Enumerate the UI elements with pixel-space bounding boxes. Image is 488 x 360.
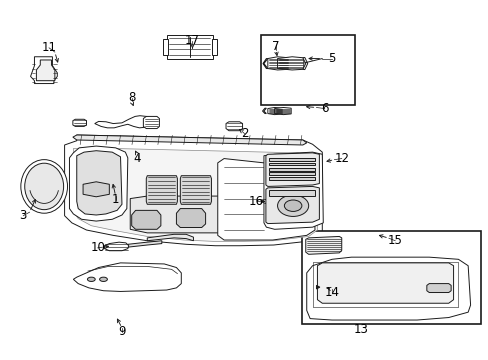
Bar [166, 35, 212, 59]
Polygon shape [131, 210, 161, 229]
Polygon shape [267, 57, 288, 70]
Polygon shape [277, 57, 303, 70]
Polygon shape [130, 196, 229, 233]
Bar [268, 177, 315, 180]
Text: 16: 16 [249, 195, 264, 208]
Polygon shape [306, 257, 469, 320]
Polygon shape [69, 146, 127, 221]
Text: 9: 9 [118, 325, 125, 338]
Text: 8: 8 [128, 91, 135, 104]
Polygon shape [305, 237, 341, 254]
Polygon shape [73, 135, 306, 145]
Polygon shape [127, 241, 162, 247]
Polygon shape [264, 152, 323, 229]
Text: 4: 4 [134, 152, 141, 165]
Ellipse shape [25, 163, 63, 210]
Bar [268, 158, 315, 161]
Bar [268, 163, 315, 165]
Polygon shape [262, 108, 266, 113]
Polygon shape [77, 151, 122, 215]
Text: 12: 12 [334, 152, 348, 165]
Ellipse shape [284, 200, 301, 211]
Polygon shape [316, 285, 319, 289]
Polygon shape [146, 176, 177, 204]
Polygon shape [73, 263, 181, 292]
Text: 2: 2 [240, 127, 248, 140]
Polygon shape [263, 59, 267, 68]
Polygon shape [302, 58, 307, 69]
Ellipse shape [277, 195, 308, 216]
Text: 6: 6 [320, 102, 328, 115]
Polygon shape [104, 242, 128, 251]
Polygon shape [176, 208, 205, 228]
Text: 11: 11 [41, 41, 57, 54]
Text: 17: 17 [184, 34, 200, 47]
Polygon shape [73, 119, 86, 126]
Polygon shape [64, 135, 322, 246]
Bar [269, 190, 315, 196]
Bar [268, 172, 315, 175]
Polygon shape [217, 158, 314, 240]
Polygon shape [265, 186, 319, 224]
Polygon shape [83, 182, 109, 197]
Polygon shape [426, 284, 450, 293]
Polygon shape [30, 57, 57, 84]
Polygon shape [274, 108, 290, 114]
Polygon shape [225, 122, 242, 131]
Polygon shape [73, 148, 317, 242]
Polygon shape [143, 116, 159, 129]
Ellipse shape [87, 277, 95, 282]
Polygon shape [265, 153, 319, 186]
Text: 14: 14 [324, 286, 339, 299]
Ellipse shape [21, 159, 67, 213]
Ellipse shape [100, 277, 107, 282]
Polygon shape [262, 199, 274, 204]
Polygon shape [317, 263, 453, 303]
Polygon shape [36, 60, 55, 81]
Text: 7: 7 [272, 40, 279, 53]
Bar [301, 231, 480, 324]
Bar [260, 35, 355, 105]
Polygon shape [147, 234, 193, 241]
Text: 13: 13 [353, 323, 368, 336]
Polygon shape [267, 108, 282, 114]
Text: 5: 5 [327, 52, 335, 65]
Text: 10: 10 [90, 241, 105, 255]
Bar [268, 168, 315, 171]
Bar [211, 39, 216, 55]
Text: 1: 1 [112, 193, 119, 206]
Text: 15: 15 [387, 234, 402, 247]
Bar [163, 39, 167, 55]
Text: 3: 3 [20, 209, 27, 222]
Polygon shape [180, 176, 211, 204]
Polygon shape [95, 116, 154, 128]
